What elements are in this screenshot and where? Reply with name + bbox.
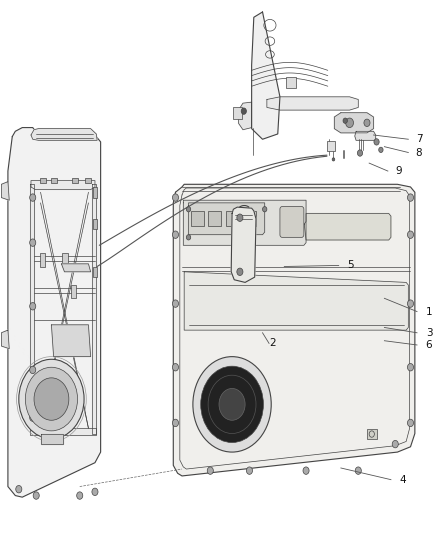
Circle shape [186, 235, 191, 240]
Bar [208, 211, 221, 225]
Polygon shape [334, 113, 374, 133]
Circle shape [392, 440, 398, 448]
Polygon shape [30, 184, 34, 425]
Circle shape [193, 357, 271, 452]
Polygon shape [1, 330, 9, 349]
Circle shape [247, 467, 253, 474]
Circle shape [30, 414, 36, 421]
Polygon shape [41, 433, 63, 444]
Text: 6: 6 [426, 340, 432, 350]
Polygon shape [267, 97, 358, 110]
Bar [93, 187, 97, 198]
Circle shape [343, 118, 347, 123]
Polygon shape [184, 200, 306, 245]
Circle shape [30, 366, 36, 374]
Bar [71, 285, 76, 298]
Circle shape [379, 147, 383, 152]
Circle shape [407, 300, 413, 308]
FancyBboxPatch shape [280, 207, 304, 237]
Polygon shape [92, 184, 96, 433]
Circle shape [364, 119, 370, 126]
Bar [93, 266, 97, 277]
Polygon shape [231, 207, 256, 282]
Bar [233, 108, 242, 119]
Circle shape [173, 419, 179, 426]
Circle shape [77, 492, 83, 499]
Circle shape [173, 300, 179, 308]
Circle shape [173, 194, 179, 201]
Circle shape [92, 488, 98, 496]
Polygon shape [252, 12, 280, 139]
Bar [40, 178, 46, 183]
Polygon shape [31, 128, 97, 140]
Polygon shape [30, 428, 96, 434]
Circle shape [173, 231, 179, 238]
Text: 7: 7 [416, 134, 422, 144]
Circle shape [30, 239, 36, 246]
Circle shape [30, 303, 36, 310]
Polygon shape [355, 131, 376, 140]
Circle shape [201, 366, 263, 442]
Circle shape [262, 207, 267, 212]
Polygon shape [51, 325, 91, 357]
Bar [93, 219, 97, 229]
Polygon shape [1, 182, 9, 200]
Circle shape [19, 359, 84, 439]
Bar [50, 178, 57, 183]
Bar [243, 211, 256, 225]
Text: 9: 9 [395, 166, 402, 176]
Polygon shape [188, 203, 265, 235]
Circle shape [241, 108, 247, 114]
Circle shape [407, 364, 413, 371]
Circle shape [30, 194, 36, 201]
Polygon shape [173, 184, 415, 476]
Circle shape [25, 367, 78, 431]
Polygon shape [8, 127, 101, 497]
Circle shape [357, 150, 363, 156]
Polygon shape [304, 214, 391, 240]
Bar [226, 211, 239, 225]
Circle shape [237, 268, 243, 276]
Circle shape [16, 486, 22, 493]
Circle shape [407, 231, 413, 238]
Bar [72, 178, 78, 183]
Text: 2: 2 [269, 338, 276, 349]
Circle shape [173, 364, 179, 371]
Text: 1: 1 [426, 306, 432, 317]
Circle shape [237, 214, 243, 221]
Circle shape [186, 207, 191, 212]
Circle shape [355, 467, 361, 474]
Bar [367, 429, 377, 439]
Circle shape [34, 378, 69, 420]
Bar [62, 253, 67, 266]
Circle shape [346, 118, 353, 127]
Bar [286, 77, 296, 88]
Circle shape [33, 492, 39, 499]
Bar [327, 141, 335, 151]
Polygon shape [184, 272, 408, 330]
Polygon shape [61, 264, 91, 272]
Text: 3: 3 [426, 328, 432, 338]
Circle shape [303, 467, 309, 474]
Circle shape [219, 389, 245, 420]
Bar [40, 253, 45, 266]
Circle shape [374, 139, 379, 145]
Circle shape [407, 194, 413, 201]
Bar [85, 178, 92, 183]
Circle shape [332, 158, 335, 161]
Polygon shape [31, 181, 95, 190]
Circle shape [407, 419, 413, 426]
Text: 5: 5 [347, 261, 354, 270]
Polygon shape [239, 102, 252, 130]
Circle shape [207, 467, 213, 474]
Text: 4: 4 [399, 475, 406, 484]
Text: 8: 8 [416, 148, 422, 158]
Bar [191, 211, 204, 225]
